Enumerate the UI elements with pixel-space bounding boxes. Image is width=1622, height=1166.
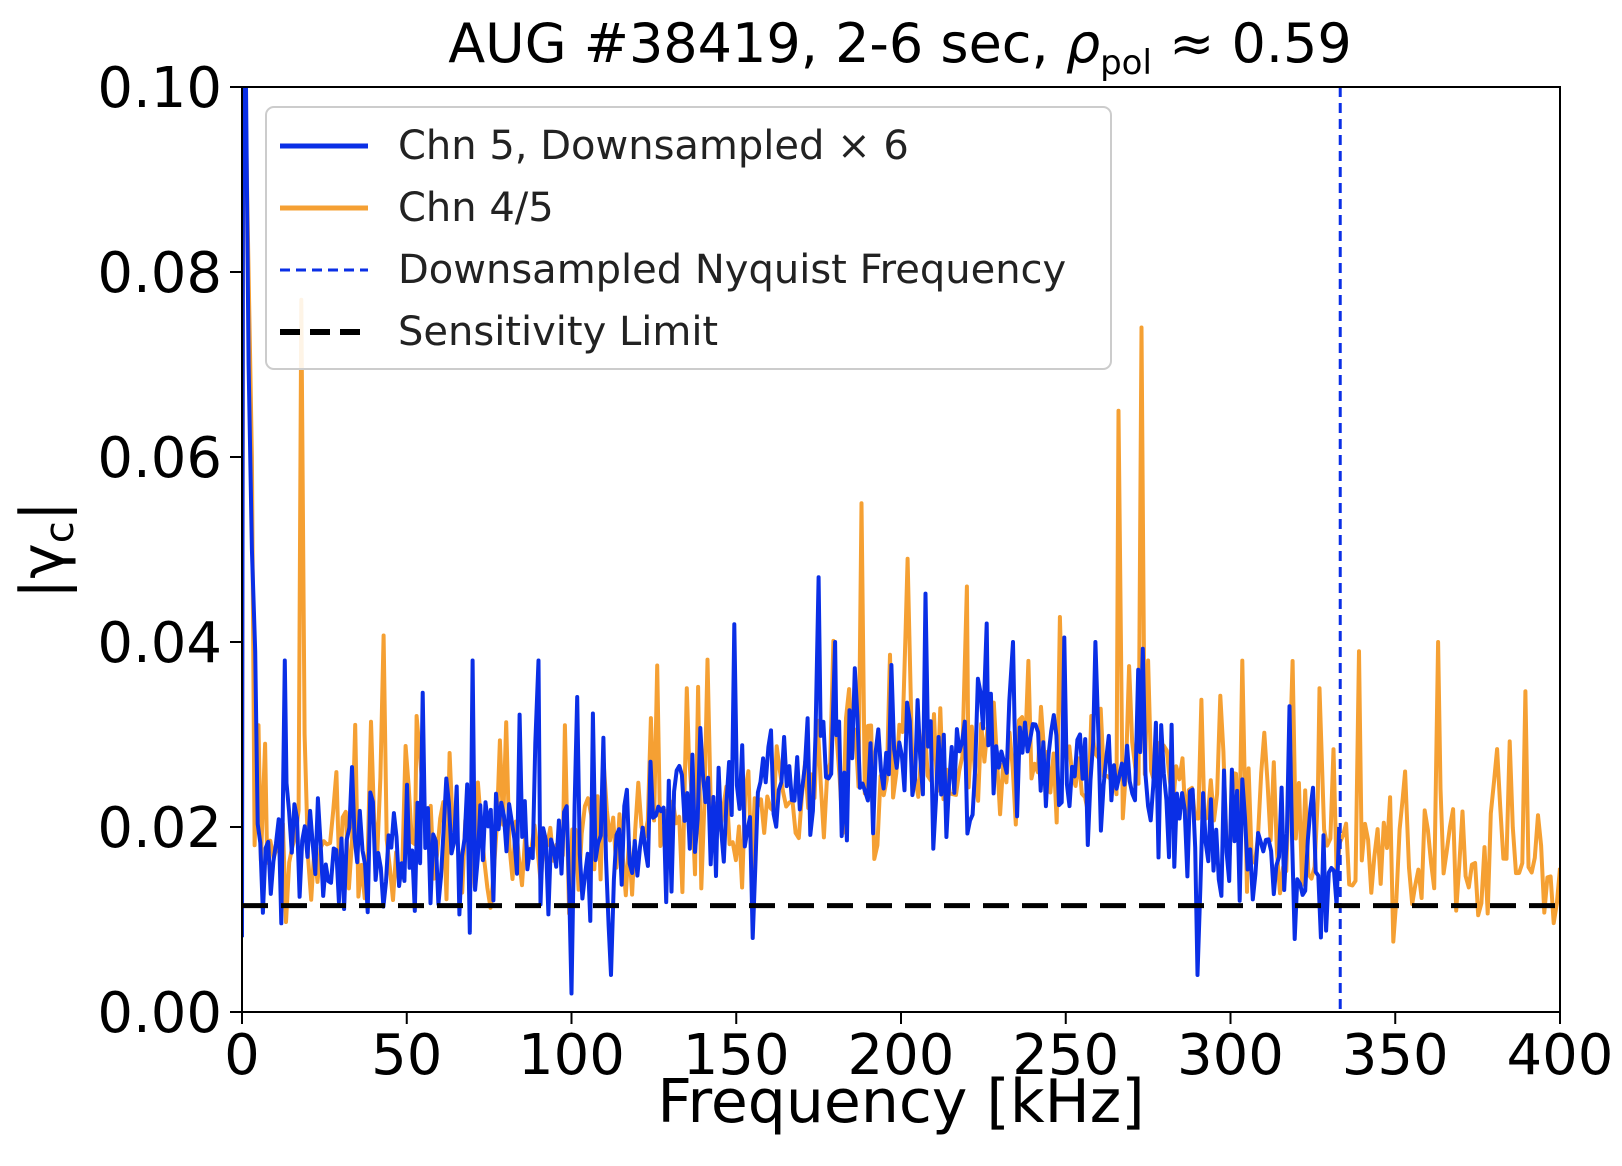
plot-area — [241, 86, 1561, 1013]
y-tick-label: 0.00 — [97, 981, 222, 1046]
x-axis: 0 50 100 150 200 250 300 350 400 — [224, 1012, 1613, 1088]
x-tick-label: 100 — [518, 1023, 625, 1088]
y-axis: 0.00 0.02 0.04 0.06 0.08 0.10 — [97, 56, 242, 1046]
chart-title: AUG #38419, 2-6 sec, ρpol ≈ 0.59 — [448, 12, 1352, 83]
y-tick-label: 0.08 — [97, 241, 222, 306]
x-axis-label: Frequency [kHz] — [657, 1067, 1144, 1137]
y-tick-label: 0.10 — [97, 56, 222, 121]
series-layer — [242, 87, 1560, 1012]
legend-label: Chn 5, Downsampled × 6 — [398, 123, 909, 169]
y-tick-label: 0.02 — [97, 796, 222, 861]
y-axis-label: |γc| — [8, 501, 83, 599]
legend-label: Chn 4/5 — [398, 185, 554, 231]
y-tick-label: 0.06 — [97, 426, 222, 491]
legend-box — [265, 106, 1112, 370]
x-tick-label: 400 — [1507, 1023, 1614, 1088]
x-tick-label: 250 — [1012, 1023, 1119, 1088]
series-line-chn-5-downsampled — [242, 87, 1342, 996]
x-tick-label: 0 — [224, 1023, 260, 1088]
x-tick-label: 200 — [848, 1023, 955, 1088]
legend-label: Downsampled Nyquist Frequency — [398, 247, 1066, 293]
y-tick-label: 0.04 — [97, 611, 222, 676]
x-tick-label: 300 — [1177, 1023, 1284, 1088]
legend: Chn 5, Downsampled × 6 Chn 4/5 Downsampled… — [265, 106, 1112, 370]
legend-label: Sensitivity Limit — [398, 309, 718, 355]
x-tick-label: 350 — [1342, 1023, 1449, 1088]
x-tick-label: 50 — [371, 1023, 442, 1088]
x-tick-label: 150 — [683, 1023, 790, 1088]
